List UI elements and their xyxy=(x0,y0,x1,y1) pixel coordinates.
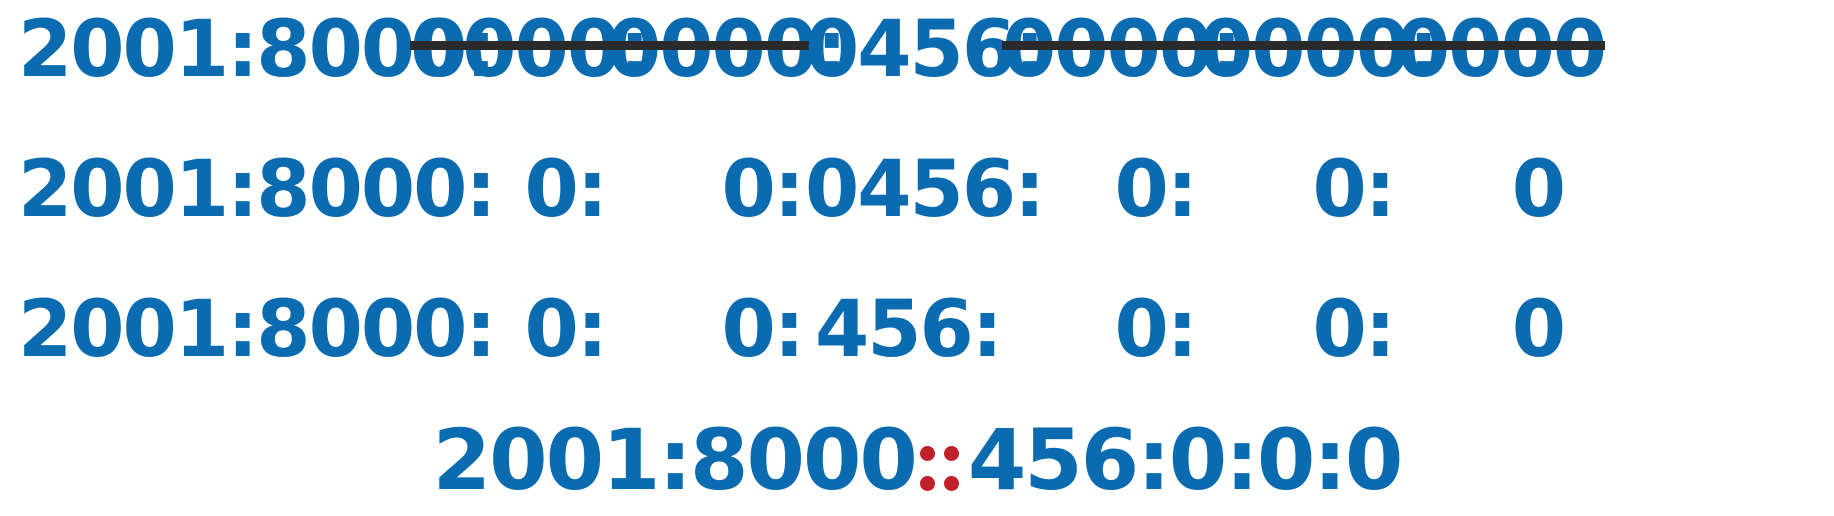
colon-dot xyxy=(919,446,935,461)
strike-line xyxy=(1199,41,1409,50)
group-text: 0456: xyxy=(805,145,1045,235)
compressed-address: 2001:8000 456:0:0:0 xyxy=(0,410,1834,510)
group-text: 0 xyxy=(1511,285,1566,375)
struck-group: 0000: xyxy=(1002,5,1242,95)
group-text: 0: xyxy=(1114,145,1198,235)
group-text: 0456: xyxy=(805,5,1045,95)
group-text: 0: xyxy=(721,145,805,235)
strike-line xyxy=(607,41,817,50)
double-colon xyxy=(916,410,968,510)
colon-dot xyxy=(919,476,935,491)
compressed-prefix: 2001:8000 xyxy=(432,411,918,509)
struck-group: 0000: xyxy=(1199,5,1439,95)
colon-dot xyxy=(943,446,959,461)
ipv6-no-leading-zeros-row: 2001:8000: 0: 0: 456: 0: 0: 0 xyxy=(0,280,1834,380)
group-text: 456: xyxy=(814,285,1003,375)
ipv6-full-row: 2001:8000: 0000: 0000: 0456: 0000: 0000:… xyxy=(0,0,1834,100)
group-text: 0: xyxy=(1114,285,1198,375)
strike-line xyxy=(410,41,620,50)
group-text: 0: xyxy=(524,145,608,235)
ipv6-shortened-row: 2001:8000: 0: 0: 0456: 0: 0: 0 xyxy=(0,140,1834,240)
prefix-text: 2001:8000: xyxy=(18,5,497,95)
colon-dot xyxy=(943,476,959,491)
struck-group: 0000: xyxy=(410,5,650,95)
group-text: 0: xyxy=(1312,145,1396,235)
group-text: 0: xyxy=(721,285,805,375)
compressed-suffix: 456:0:0:0 xyxy=(967,411,1403,509)
prefix-text: 2001:8000: xyxy=(18,285,497,375)
struck-group: 0000: xyxy=(607,5,847,95)
strike-line xyxy=(1396,41,1606,50)
group-text: 0: xyxy=(1312,285,1396,375)
group-text: 0: xyxy=(524,285,608,375)
struck-group: 0000 xyxy=(1396,5,1607,95)
prefix-text: 2001:8000: xyxy=(18,145,497,235)
group-text: 0 xyxy=(1511,145,1566,235)
strike-line xyxy=(1002,41,1212,50)
